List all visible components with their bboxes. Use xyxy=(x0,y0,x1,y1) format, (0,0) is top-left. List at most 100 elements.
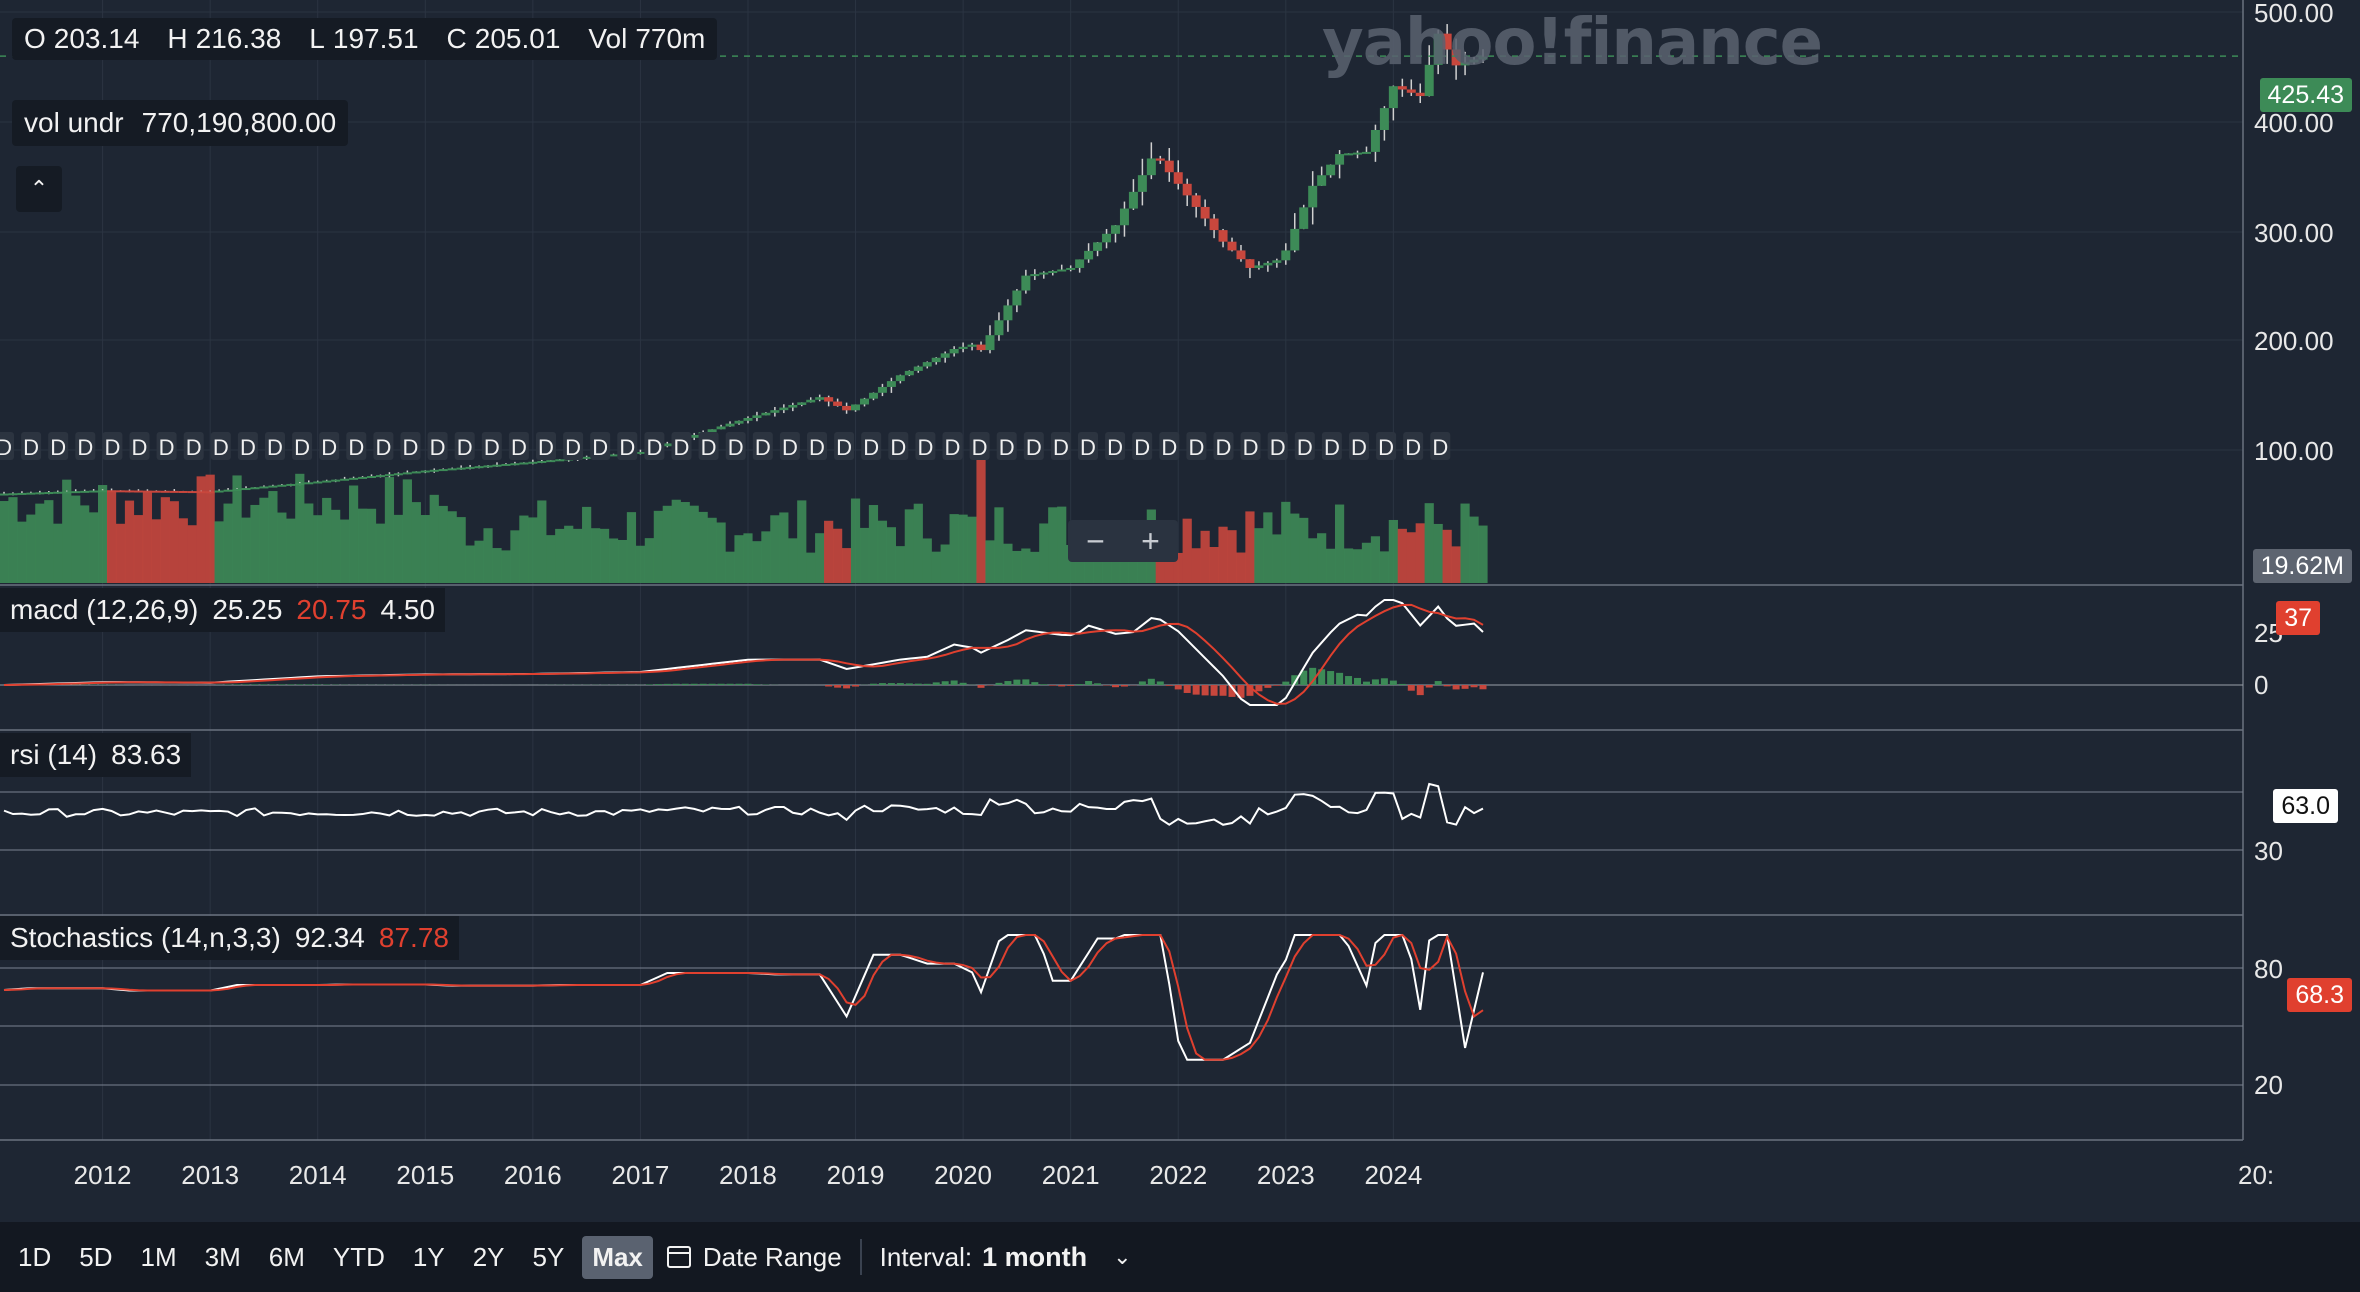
stochastics-legend[interactable]: Stochastics (14,n,3,3) 92.34 87.78 xyxy=(0,916,459,960)
dividend-marker-label: D xyxy=(430,435,446,460)
candle xyxy=(1451,49,1461,66)
macd-histogram-bar xyxy=(1174,685,1182,690)
dividend-marker xyxy=(237,432,258,460)
volume-bar xyxy=(1379,551,1389,583)
candle xyxy=(1424,64,1434,97)
candle xyxy=(1361,151,1371,154)
dividend-marker xyxy=(156,432,177,460)
price-axis-label: 100.00 xyxy=(2254,436,2334,466)
dividend-marker xyxy=(1105,432,1126,460)
volume-bar xyxy=(886,527,896,583)
candle xyxy=(895,375,905,382)
range-1m[interactable]: 1M xyxy=(140,1241,177,1272)
zoom-out-button[interactable]: − xyxy=(1086,522,1105,559)
candle xyxy=(124,490,134,493)
volume-bar xyxy=(456,517,466,583)
candle xyxy=(967,344,977,347)
candle xyxy=(80,490,90,493)
candle xyxy=(474,466,484,469)
dividend-marker xyxy=(373,432,394,460)
volume-bar xyxy=(537,500,547,583)
macd-histogram-bar xyxy=(1407,685,1415,691)
rsi-legend[interactable]: rsi (14) 83.63 xyxy=(0,733,192,777)
stochastics-axis-label: 80 xyxy=(2254,954,2283,984)
dividend-marker-label: D xyxy=(23,435,39,460)
range-ytd[interactable]: YTD xyxy=(332,1241,385,1272)
range-5y[interactable]: 5Y xyxy=(532,1241,565,1272)
date-range-button[interactable]: Date Range xyxy=(666,1242,842,1273)
range-1y[interactable]: 1Y xyxy=(412,1241,445,1272)
volume-bar xyxy=(1173,552,1183,583)
macd-histogram-bar xyxy=(717,683,725,685)
price-axis-label: 400.00 xyxy=(2254,108,2334,138)
range-6m[interactable]: 6M xyxy=(268,1241,305,1272)
macd-histogram-bar xyxy=(1434,681,1442,685)
candle xyxy=(1299,207,1309,229)
rsi-label: rsi (14) xyxy=(10,739,98,770)
volume-bar xyxy=(474,540,484,583)
dividend-marker-label: D xyxy=(1351,435,1367,460)
collapse-legend-button[interactable]: ⌃ xyxy=(16,166,62,212)
volume-underlay-legend[interactable]: vol undr 770,190,800.00 xyxy=(12,100,349,146)
dividend-marker-label: D xyxy=(701,435,717,460)
year-axis-label: 2015 xyxy=(396,1160,454,1190)
macd-legend[interactable]: macd (12,26,9) 25.25 20.75 4.50 xyxy=(0,588,445,632)
macd-histogram-bar xyxy=(1076,684,1084,685)
macd-histogram-bar xyxy=(1049,685,1057,686)
high-label: H xyxy=(167,23,188,54)
dividend-marker-label: D xyxy=(484,435,500,460)
volume-bar xyxy=(304,503,314,583)
dividend-marker xyxy=(346,432,367,460)
open-label: O xyxy=(24,23,46,54)
volume-bar xyxy=(268,491,278,583)
volume-bar xyxy=(277,512,287,583)
volume-bar xyxy=(232,475,242,583)
volume-bar xyxy=(564,525,574,583)
dividend-marker-label: D xyxy=(890,435,906,460)
macd-histogram-bar xyxy=(1380,678,1388,685)
macd-histogram-bar xyxy=(1309,667,1317,685)
dividend-marker xyxy=(1159,432,1180,460)
candle xyxy=(492,464,502,467)
dividend-marker-label: D xyxy=(457,435,473,460)
range-5d[interactable]: 5D xyxy=(79,1241,113,1272)
range-2y[interactable]: 2Y xyxy=(472,1241,505,1272)
macd-histogram-bar xyxy=(1327,671,1335,685)
dividend-marker xyxy=(1403,432,1424,460)
candle xyxy=(1245,259,1255,268)
candle xyxy=(546,460,556,463)
range-3m[interactable]: 3M xyxy=(204,1241,241,1272)
macd-value-3: 4.50 xyxy=(380,594,435,625)
macd-histogram-bar xyxy=(1004,681,1012,685)
interval-selector[interactable]: Interval: 1 month ⌄ xyxy=(880,1242,1132,1273)
dividend-marker xyxy=(590,432,611,460)
range-1d[interactable]: 1D xyxy=(18,1241,52,1272)
candle xyxy=(465,466,475,469)
candle xyxy=(151,490,161,493)
volume-bar xyxy=(375,523,386,583)
volume-bar xyxy=(519,515,529,583)
candle xyxy=(483,465,493,468)
candle xyxy=(940,353,950,358)
volume-bar xyxy=(384,477,395,583)
volume-bar xyxy=(1236,552,1246,583)
candle xyxy=(779,407,789,411)
dividend-marker-label: D xyxy=(213,435,229,460)
range-max[interactable]: Max xyxy=(582,1235,653,1279)
volume-bar xyxy=(573,528,583,583)
volume-bar xyxy=(1227,530,1237,583)
dividend-marker-label: D xyxy=(836,435,852,460)
volume-bar xyxy=(286,518,296,583)
dividend-marker-label: D xyxy=(1324,435,1340,460)
candle xyxy=(770,410,780,413)
toolbar-divider xyxy=(859,1239,862,1275)
volume-bar xyxy=(1406,532,1416,583)
zoom-in-button[interactable]: + xyxy=(1141,522,1160,559)
volume-bar xyxy=(1048,507,1058,583)
candle xyxy=(555,459,565,462)
candle xyxy=(1146,158,1156,176)
volume-bar xyxy=(922,538,932,583)
candle xyxy=(1236,250,1246,260)
candle xyxy=(340,478,350,481)
